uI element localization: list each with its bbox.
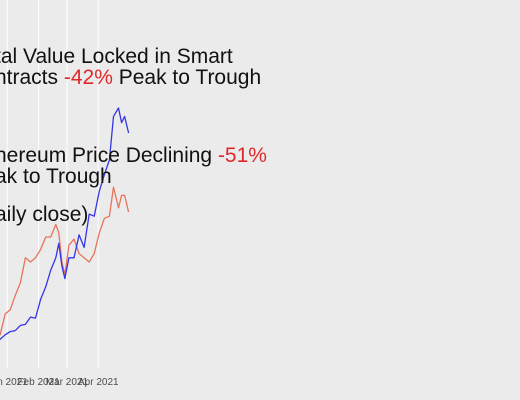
- title-tvl-percent: -42%: [63, 66, 113, 89]
- series-lines: [0, 107, 130, 340]
- title-eth-percent: -51%: [217, 144, 267, 167]
- title-tvl-line1: tal Value Locked in Smart: [0, 45, 233, 68]
- series-line-blue: [0, 107, 130, 340]
- x-tick-label: Mar 2021: [46, 377, 89, 388]
- title-tvl-peak-text: Peak to Trough: [112, 66, 262, 89]
- title-eth-line2: ak to Trough: [0, 165, 112, 188]
- x-tick-label: Feb 2021: [17, 377, 60, 388]
- title-eth-text: hereum Price Declining: [0, 144, 218, 167]
- title-tvl-text: ntracts: [0, 66, 64, 89]
- title-note: aily close): [0, 203, 89, 226]
- title-tvl-line2: ntracts -42% Peak to Trough: [0, 66, 261, 90]
- x-tick-label: Jan 2021: [0, 377, 28, 388]
- x-tick-label: Apr 2021: [78, 377, 119, 388]
- title-eth-line1: hereum Price Declining -51%: [0, 144, 267, 168]
